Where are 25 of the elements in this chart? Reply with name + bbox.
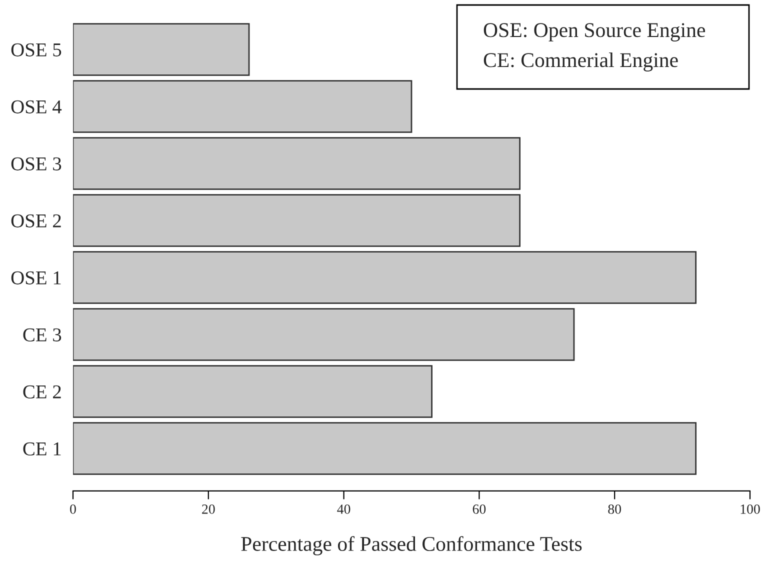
- x-tick-label: 0: [70, 504, 76, 514]
- y-tick-label: CE 2: [23, 385, 61, 398]
- bar: [73, 422, 697, 475]
- bar: [73, 137, 521, 190]
- x-tick-label: 20: [202, 504, 215, 514]
- y-tick-label: OSE 5: [11, 43, 62, 56]
- y-tick-label: OSE 2: [11, 214, 61, 228]
- y-tick-label: OSE 3: [11, 157, 62, 170]
- y-tick-label: OSE 4: [11, 100, 62, 114]
- x-axis-title: Percentage of Passed Conformance Tests: [241, 536, 582, 556]
- x-tick-label: 40: [337, 504, 350, 514]
- annotation: CE: Commerial Engine: [484, 52, 678, 72]
- annotation: OSE: Open Source Engine: [484, 23, 706, 42]
- x-tick-label: 100: [740, 504, 760, 514]
- bar: [73, 80, 412, 133]
- bar: [73, 23, 250, 76]
- y-tick-label: OSE 1: [11, 271, 61, 284]
- bar: [73, 194, 521, 247]
- x-tick-label: 80: [608, 504, 622, 514]
- bar: [73, 365, 433, 418]
- bar: [73, 308, 575, 361]
- y-tick-label: CE 3: [23, 328, 62, 342]
- bar: [73, 251, 697, 304]
- x-tick-label: 60: [472, 504, 486, 514]
- y-tick-label: CE 1: [23, 442, 61, 456]
